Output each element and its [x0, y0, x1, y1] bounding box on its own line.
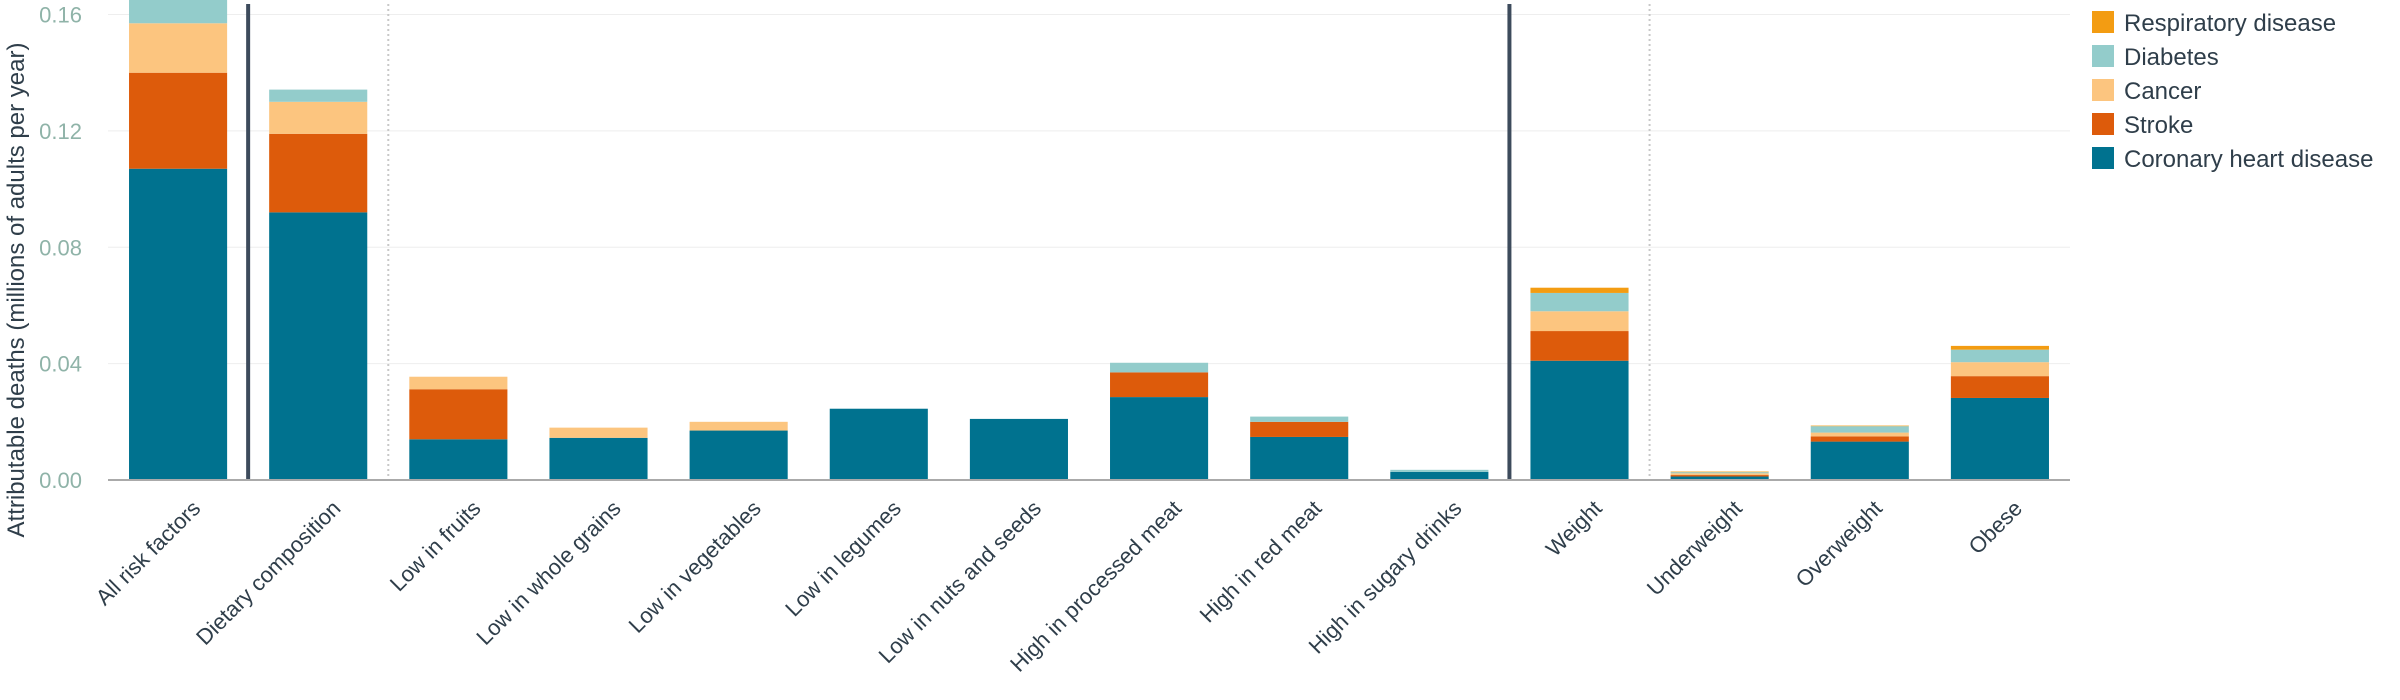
bar-segment[interactable]	[129, 168, 228, 480]
bar-segment[interactable]	[1110, 397, 1209, 480]
bar-segment[interactable]	[1670, 476, 1769, 480]
bar-segment[interactable]	[1390, 471, 1489, 480]
bar-segment[interactable]	[1670, 472, 1769, 474]
bar-segment[interactable]	[1950, 362, 2049, 377]
bars	[129, 0, 2049, 480]
bar-segment[interactable]	[1250, 421, 1349, 437]
x-tick-label: Obese	[1964, 496, 2028, 560]
bar-segment[interactable]	[129, 23, 228, 73]
y-tick-label: 0.12	[39, 119, 82, 144]
bar-segment[interactable]	[1950, 397, 2049, 480]
y-tick-label: 0.16	[39, 3, 82, 28]
bar-segment[interactable]	[1950, 345, 2049, 350]
bar-segment[interactable]	[269, 212, 368, 480]
bar-segment[interactable]	[1530, 311, 1629, 332]
x-tick-label: Low in fruits	[385, 496, 486, 597]
bar-segment[interactable]	[1950, 349, 2049, 363]
bar-segment[interactable]	[1810, 436, 1909, 442]
x-tick-label: Weight	[1541, 496, 1607, 562]
x-tick-label: High in red meat	[1195, 496, 1327, 628]
bar-segment[interactable]	[1670, 473, 1769, 476]
legend-item[interactable]: Diabetes	[2092, 44, 2219, 71]
bar-segment[interactable]	[689, 430, 788, 480]
legend-swatch	[2092, 45, 2114, 67]
y-axis-ticks: 0.00 0.04 0.08 0.12 0.16	[39, 3, 82, 493]
x-tick-label: Low in whole grains	[471, 496, 625, 650]
bar-segment[interactable]	[1110, 362, 1209, 373]
bar-segment[interactable]	[409, 439, 508, 480]
bar-segment[interactable]	[1250, 416, 1349, 422]
legend-label: Respiratory disease	[2124, 10, 2336, 37]
legend-swatch	[2092, 11, 2114, 33]
bar-segment[interactable]	[129, 0, 228, 24]
x-tick-label: Underweight	[1642, 496, 1747, 601]
bar-segment[interactable]	[1110, 372, 1209, 398]
legend[interactable]: Respiratory disease Diabetes Cancer Stroke C…	[2092, 10, 2373, 173]
legend-item[interactable]: Respiratory disease	[2092, 10, 2336, 37]
y-tick-label: 0.08	[39, 235, 82, 260]
bar-segment[interactable]	[269, 89, 368, 102]
bar-segment[interactable]	[1810, 426, 1909, 433]
legend-swatch	[2092, 113, 2114, 135]
bar-segment[interactable]	[129, 72, 228, 169]
y-tick-label: 0.00	[39, 468, 82, 493]
bar-segment[interactable]	[1390, 469, 1489, 472]
x-tick-label: Low in nuts and seeds	[874, 496, 1046, 668]
bar-segment[interactable]	[689, 421, 788, 431]
legend-label: Diabetes	[2124, 44, 2219, 71]
y-axis-title: Attributable deaths (millions of adults …	[3, 43, 30, 538]
bar-segment[interactable]	[1950, 376, 2049, 398]
x-tick-label: All risk factors	[91, 496, 205, 610]
bar-segment[interactable]	[1670, 475, 1769, 477]
legend-label: Cancer	[2124, 78, 2201, 105]
x-tick-label: Dietary composition	[191, 496, 345, 650]
legend-label: Stroke	[2124, 112, 2193, 139]
bar-segment[interactable]	[409, 389, 508, 440]
bar-segment[interactable]	[829, 408, 928, 480]
legend-item[interactable]: Cancer	[2092, 78, 2201, 105]
bar-segment[interactable]	[269, 101, 368, 134]
bar-segment[interactable]	[1250, 436, 1349, 480]
y-tick-label: 0.04	[39, 352, 82, 377]
bar-segment[interactable]	[1530, 287, 1629, 293]
legend-item[interactable]: Coronary heart disease	[2092, 146, 2373, 173]
legend-swatch	[2092, 147, 2114, 169]
x-tick-label: Low in legumes	[780, 496, 906, 622]
group-separators	[246, 4, 1651, 480]
bar-segment[interactable]	[1530, 292, 1629, 312]
bar-segment[interactable]	[1810, 432, 1909, 437]
bar-segment[interactable]	[409, 376, 508, 390]
bar-segment[interactable]	[549, 427, 648, 438]
legend-label: Coronary heart disease	[2124, 146, 2373, 173]
bar-segment[interactable]	[969, 418, 1068, 480]
x-tick-label: Overweight	[1791, 496, 1887, 592]
x-tick-label: High in sugary drinks	[1304, 496, 1467, 659]
bar-segment[interactable]	[549, 437, 648, 480]
grid-lines	[108, 14, 2070, 365]
bar-segment[interactable]	[269, 133, 368, 213]
bar-segment[interactable]	[1810, 441, 1909, 480]
legend-item[interactable]: Stroke	[2092, 112, 2193, 139]
bar-segment[interactable]	[1810, 425, 1909, 427]
legend-swatch	[2092, 79, 2114, 101]
bar-segment[interactable]	[1670, 471, 1769, 473]
bar-segment[interactable]	[1530, 331, 1629, 361]
x-tick-label: Low in vegetables	[624, 496, 766, 638]
bar-segment[interactable]	[1530, 360, 1629, 480]
